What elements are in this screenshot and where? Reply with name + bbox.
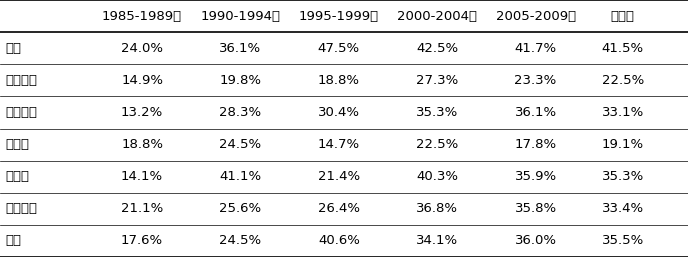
Text: 24.5%: 24.5%	[219, 138, 261, 151]
Text: 35.8%: 35.8%	[515, 202, 557, 215]
Text: 41.7%: 41.7%	[515, 42, 557, 55]
Text: 35.5%: 35.5%	[601, 234, 644, 247]
Text: 14.1%: 14.1%	[121, 170, 163, 183]
Text: 36.1%: 36.1%	[515, 106, 557, 119]
Text: 42.5%: 42.5%	[416, 42, 458, 55]
Text: 2005-2009年: 2005-2009年	[495, 10, 576, 23]
Text: 韓国: 韓国	[6, 234, 21, 247]
Text: 35.3%: 35.3%	[601, 170, 644, 183]
Text: 14.9%: 14.9%	[121, 74, 163, 87]
Text: 18.8%: 18.8%	[121, 138, 163, 151]
Text: 13.2%: 13.2%	[121, 106, 163, 119]
Text: 18.8%: 18.8%	[318, 74, 360, 87]
Text: 21.4%: 21.4%	[318, 170, 360, 183]
Text: イギリス: イギリス	[6, 106, 38, 119]
Text: 1990-1994年: 1990-1994年	[200, 10, 281, 23]
Text: 23.3%: 23.3%	[515, 74, 557, 87]
Text: 36.1%: 36.1%	[219, 42, 261, 55]
Text: 19.1%: 19.1%	[601, 138, 644, 151]
Text: 36.0%: 36.0%	[515, 234, 557, 247]
Text: 日本: 日本	[6, 42, 21, 55]
Text: 17.8%: 17.8%	[515, 138, 557, 151]
Text: 40.3%: 40.3%	[416, 170, 458, 183]
Text: 40.6%: 40.6%	[318, 234, 360, 247]
Text: 28.3%: 28.3%	[219, 106, 261, 119]
Text: 17.6%: 17.6%	[121, 234, 163, 247]
Text: 33.4%: 33.4%	[601, 202, 644, 215]
Text: 全期間: 全期間	[611, 10, 634, 23]
Text: 24.5%: 24.5%	[219, 234, 261, 247]
Text: 14.7%: 14.7%	[318, 138, 360, 151]
Text: 26.4%: 26.4%	[318, 202, 360, 215]
Text: カナダ: カナダ	[6, 138, 30, 151]
Text: アメリカ: アメリカ	[6, 74, 38, 87]
Text: 33.1%: 33.1%	[601, 106, 644, 119]
Text: 21.1%: 21.1%	[121, 202, 163, 215]
Text: 47.5%: 47.5%	[318, 42, 360, 55]
Text: 41.5%: 41.5%	[601, 42, 644, 55]
Text: フランス: フランス	[6, 202, 38, 215]
Text: 22.5%: 22.5%	[601, 74, 644, 87]
Text: 35.3%: 35.3%	[416, 106, 458, 119]
Text: 34.1%: 34.1%	[416, 234, 458, 247]
Text: 36.8%: 36.8%	[416, 202, 458, 215]
Text: ドイツ: ドイツ	[6, 170, 30, 183]
Text: 22.5%: 22.5%	[416, 138, 458, 151]
Text: 1985-1989年: 1985-1989年	[102, 10, 182, 23]
Text: 30.4%: 30.4%	[318, 106, 360, 119]
Text: 25.6%: 25.6%	[219, 202, 261, 215]
Text: 27.3%: 27.3%	[416, 74, 458, 87]
Text: 41.1%: 41.1%	[219, 170, 261, 183]
Text: 35.9%: 35.9%	[515, 170, 557, 183]
Text: 2000-2004年: 2000-2004年	[397, 10, 477, 23]
Text: 1995-1999年: 1995-1999年	[299, 10, 379, 23]
Text: 19.8%: 19.8%	[219, 74, 261, 87]
Text: 24.0%: 24.0%	[121, 42, 163, 55]
